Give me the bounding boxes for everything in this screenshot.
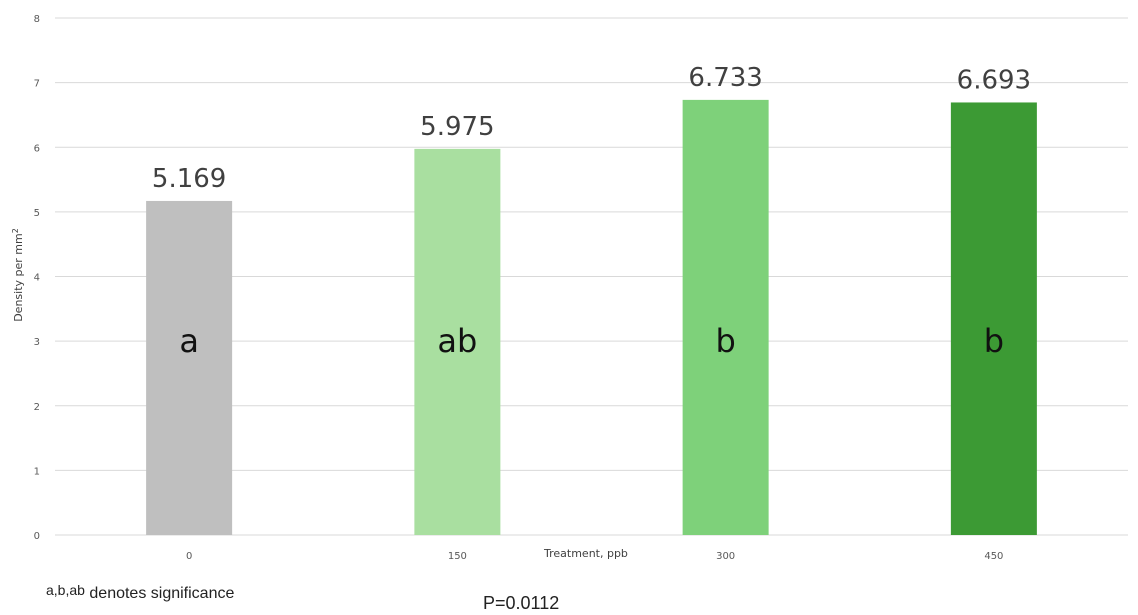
- significance-letters-note: a,b,ab: [46, 582, 85, 598]
- y-tick-label: 1: [34, 466, 40, 477]
- bar: [414, 148, 501, 535]
- y-tick-label: 3: [34, 337, 40, 348]
- gridlines: [55, 17, 1128, 536]
- y-tick-label: 5: [34, 208, 40, 219]
- x-tick-label: 150: [448, 551, 467, 562]
- y-tick-label: 0: [34, 531, 40, 542]
- y-axis-title-superscript: 2: [11, 228, 20, 233]
- y-tick-label: 7: [34, 79, 40, 90]
- data-label: 6.733: [688, 63, 762, 93]
- significance-letter: b: [984, 322, 1004, 360]
- value-labels: 5.169 5.975 6.733 6.693: [152, 63, 1031, 194]
- bar: [146, 200, 233, 535]
- bar: [682, 99, 769, 535]
- x-axis-ticks: 0 150 300 450: [186, 551, 1003, 562]
- y-axis-title-text: Density per mm: [12, 233, 25, 322]
- significance-letter: ab: [437, 322, 477, 360]
- significance-letter: a: [179, 322, 199, 360]
- x-axis-title: Treatment, ppb: [543, 547, 628, 560]
- significance-footnote: a,b,ab denotes significance: [46, 582, 235, 603]
- x-tick-label: 0: [186, 551, 192, 562]
- y-tick-label: 4: [34, 273, 40, 284]
- significance-letter: b: [715, 322, 735, 360]
- data-label: 6.693: [957, 65, 1031, 95]
- data-label: 5.975: [420, 112, 494, 142]
- bar-chart: 0 1 2 3 4 5 6 7 8 5.169 5.975 6.733 6.693 a ab b b 0 15…: [11, 14, 1128, 562]
- bar: [950, 102, 1037, 535]
- y-axis-title: Density per mm2: [11, 228, 25, 322]
- p-value: P=0.0112: [483, 593, 560, 613]
- x-tick-label: 450: [984, 551, 1003, 562]
- y-tick-label: 8: [34, 14, 40, 25]
- significance-letters: a ab b b: [179, 322, 1004, 360]
- x-tick-label: 300: [716, 551, 735, 562]
- y-axis-ticks: 0 1 2 3 4 5 6 7 8: [34, 14, 40, 542]
- y-tick-label: 2: [34, 402, 40, 413]
- bars: [146, 99, 1037, 535]
- y-tick-label: 6: [34, 143, 40, 154]
- data-label: 5.169: [152, 164, 226, 194]
- significance-text: denotes significance: [89, 585, 235, 602]
